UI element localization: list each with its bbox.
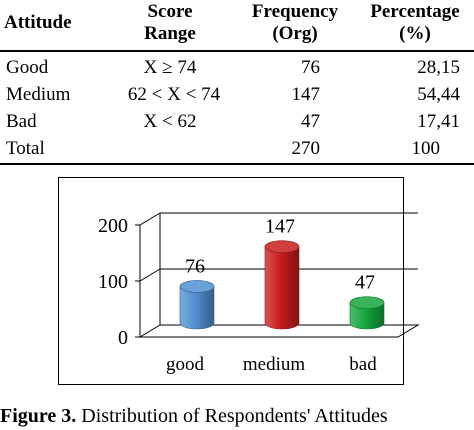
row-bad-percentage: 17,41 xyxy=(417,111,460,132)
row-medium-percentage: 54,44 xyxy=(417,84,460,105)
row-good-frequency: 76 xyxy=(301,57,320,78)
row-medium-attitude: Medium xyxy=(6,84,71,105)
bar-body xyxy=(349,302,385,330)
header-score-range: Score Range xyxy=(144,1,196,44)
y-tick-label: 100 xyxy=(98,271,128,293)
gridline-diagonal xyxy=(139,212,161,226)
row-bad-frequency: 47 xyxy=(301,111,320,132)
figure-caption-text: Distribution of Respondents' Attitudes xyxy=(76,405,388,427)
row-total-percentage: 100 xyxy=(411,138,441,159)
chart-floor xyxy=(138,324,420,338)
x-tick-label-medium: medium xyxy=(243,354,305,375)
data-label-good: 76 xyxy=(185,255,205,277)
bar-medium xyxy=(264,240,300,330)
bar-top xyxy=(179,280,215,293)
header-percentage: Percentage (%) xyxy=(370,1,460,44)
header-rule xyxy=(0,50,474,52)
data-label-medium: 147 xyxy=(265,216,295,238)
row-medium-range: 62 < X < 74 xyxy=(127,84,221,105)
row-good-range: X ≥ 74 xyxy=(143,57,197,78)
y-tick-label: 0 xyxy=(118,327,128,349)
bar-bad xyxy=(349,296,385,330)
row-total-attitude: Total xyxy=(6,138,45,159)
data-label-bad: 47 xyxy=(355,272,375,294)
row-bad-attitude: Bad xyxy=(6,111,37,132)
bar-top xyxy=(264,240,300,253)
bottom-rule xyxy=(0,163,474,165)
gridline-diagonal xyxy=(139,268,161,282)
bar-body xyxy=(179,286,215,330)
x-tick-label-good: good xyxy=(166,354,205,375)
bar-top xyxy=(349,296,385,309)
row-bad-range: X < 62 xyxy=(143,111,197,132)
row-total-frequency: 270 xyxy=(291,138,321,159)
bar-body xyxy=(264,246,300,330)
header-attitude: Attitude xyxy=(4,12,72,33)
row-good-attitude: Good xyxy=(6,57,49,78)
bar-good xyxy=(179,280,215,330)
figure-caption: Figure 3. Distribution of Respondents' A… xyxy=(0,404,474,428)
chart-frame xyxy=(58,177,404,385)
x-tick-label-bad: bad xyxy=(349,354,377,375)
row-medium-frequency: 147 xyxy=(291,84,321,105)
y-tick-label: 200 xyxy=(98,215,128,237)
header-frequency: Frequency (Org) xyxy=(251,1,339,44)
row-good-percentage: 28,15 xyxy=(417,57,460,78)
figure-label: Figure 3. xyxy=(0,405,77,427)
